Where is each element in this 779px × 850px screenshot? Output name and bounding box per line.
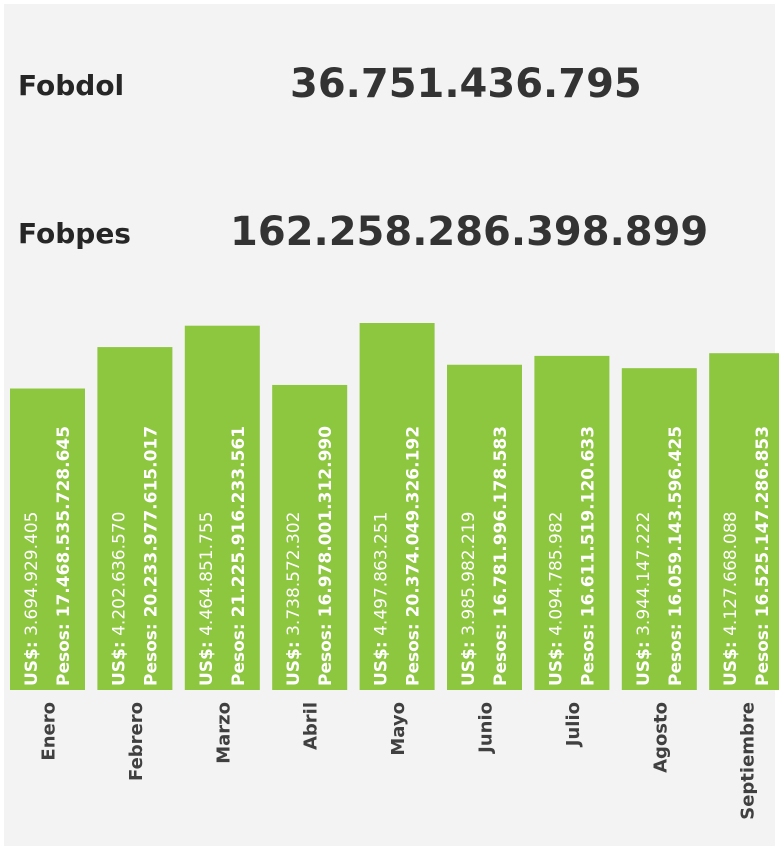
bar: [184, 325, 260, 690]
x-tick-label: Marzo: [213, 702, 234, 764]
label-value: 3.738.572.302: [284, 512, 304, 636]
data-label: Pesos: 16.978.001.312.990: [316, 426, 336, 686]
x-tick-label: Julio: [563, 702, 584, 748]
data-label: Pesos: 21.225.916.233.561: [229, 426, 249, 686]
data-label: Pesos: 16.611.519.120.633: [578, 426, 598, 686]
label-value: 3.944.147.222: [634, 512, 654, 636]
data-label: US$: 4.094.785.982: [546, 512, 566, 686]
label-prefix: US$:: [284, 641, 304, 686]
data-label: Pesos: 16.781.996.178.583: [491, 426, 511, 686]
label-prefix: US$:: [197, 641, 217, 686]
chart: US$: 3.694.929.405 Pesos: 17.468.535.728.…: [10, 323, 779, 820]
label-prefix: Pesos:: [578, 623, 598, 686]
label-prefix: Pesos:: [666, 623, 686, 686]
data-label: Pesos: 16.059.143.596.425: [666, 426, 686, 686]
data-label: US$: 4.202.636.570: [109, 512, 129, 686]
label-value: 3.985.982.219: [459, 512, 479, 636]
label-prefix: US$:: [459, 641, 479, 686]
label-value: 20.233.977.615.017: [141, 426, 161, 617]
label-prefix: US$:: [721, 641, 741, 686]
data-label: Pesos: 20.374.049.326.192: [404, 426, 424, 686]
label-value: 17.468.535.728.645: [54, 426, 74, 617]
label-prefix: Pesos:: [753, 623, 773, 686]
label-value: 16.978.001.312.990: [316, 426, 336, 618]
label-prefix: US$:: [546, 641, 566, 686]
label-prefix: Pesos:: [404, 623, 424, 686]
label-value: 4.127.668.088: [721, 512, 741, 636]
x-tick-label: Enero: [39, 702, 60, 761]
bar: [709, 353, 779, 690]
label-prefix: Pesos:: [141, 623, 161, 686]
data-label: Pesos: 16.525.147.286.853: [753, 426, 773, 686]
kpi-value: 36.751.436.795: [290, 61, 642, 107]
label-value: 4.202.636.570: [109, 512, 129, 636]
label-prefix: US$:: [372, 641, 392, 686]
x-tick-label: Febrero: [126, 702, 147, 781]
data-label: US$: 3.985.982.219: [459, 512, 479, 686]
label-value: 20.374.049.326.192: [404, 426, 424, 617]
x-tick-label: Abril: [301, 702, 322, 750]
x-tick-label: Septiembre: [738, 702, 759, 820]
kpi-value: 162.258.286.398.899: [230, 209, 708, 255]
bar: [359, 323, 435, 690]
label-prefix: Pesos:: [54, 623, 74, 686]
label-prefix: Pesos:: [491, 623, 511, 686]
label-value: 21.225.916.233.561: [229, 426, 249, 617]
data-label: US$: 3.694.929.405: [22, 512, 42, 686]
data-label: US$: 4.464.851.755: [197, 512, 217, 686]
label-prefix: US$:: [22, 641, 42, 686]
bar: [272, 384, 348, 690]
label-prefix: US$:: [634, 641, 654, 686]
label-prefix: US$:: [109, 641, 129, 686]
bar: [534, 355, 610, 690]
label-value: 16.059.143.596.425: [666, 426, 686, 617]
label-value: 16.525.147.286.853: [753, 426, 773, 617]
label-value: 4.497.863.251: [372, 512, 392, 636]
label-prefix: Pesos:: [229, 623, 249, 686]
x-tick-label: Mayo: [388, 702, 409, 756]
label-value: 3.694.929.405: [22, 512, 42, 636]
data-label: US$: 3.944.147.222: [634, 512, 654, 686]
data-label: US$: 4.497.863.251: [372, 512, 392, 686]
data-label: US$: 3.738.572.302: [284, 512, 304, 686]
data-label: US$: 4.127.668.088: [721, 512, 741, 686]
label-value: 16.611.519.120.633: [578, 426, 598, 617]
kpi-label: Fobdol: [18, 69, 124, 102]
label-value: 4.464.851.755: [197, 512, 217, 636]
bar: [97, 347, 173, 690]
x-tick-label: Junio: [476, 702, 497, 755]
data-label: Pesos: 17.468.535.728.645: [54, 426, 74, 686]
bar: [10, 388, 85, 690]
data-label: Pesos: 20.233.977.615.017: [141, 426, 161, 686]
label-prefix: Pesos:: [316, 623, 336, 686]
x-tick-label: Agosto: [650, 702, 671, 773]
bar: [621, 368, 697, 690]
kpi-label: Fobpes: [18, 217, 131, 250]
bar: [447, 364, 522, 690]
label-value: 4.094.785.982: [546, 512, 566, 636]
label-value: 16.781.996.178.583: [491, 426, 511, 617]
